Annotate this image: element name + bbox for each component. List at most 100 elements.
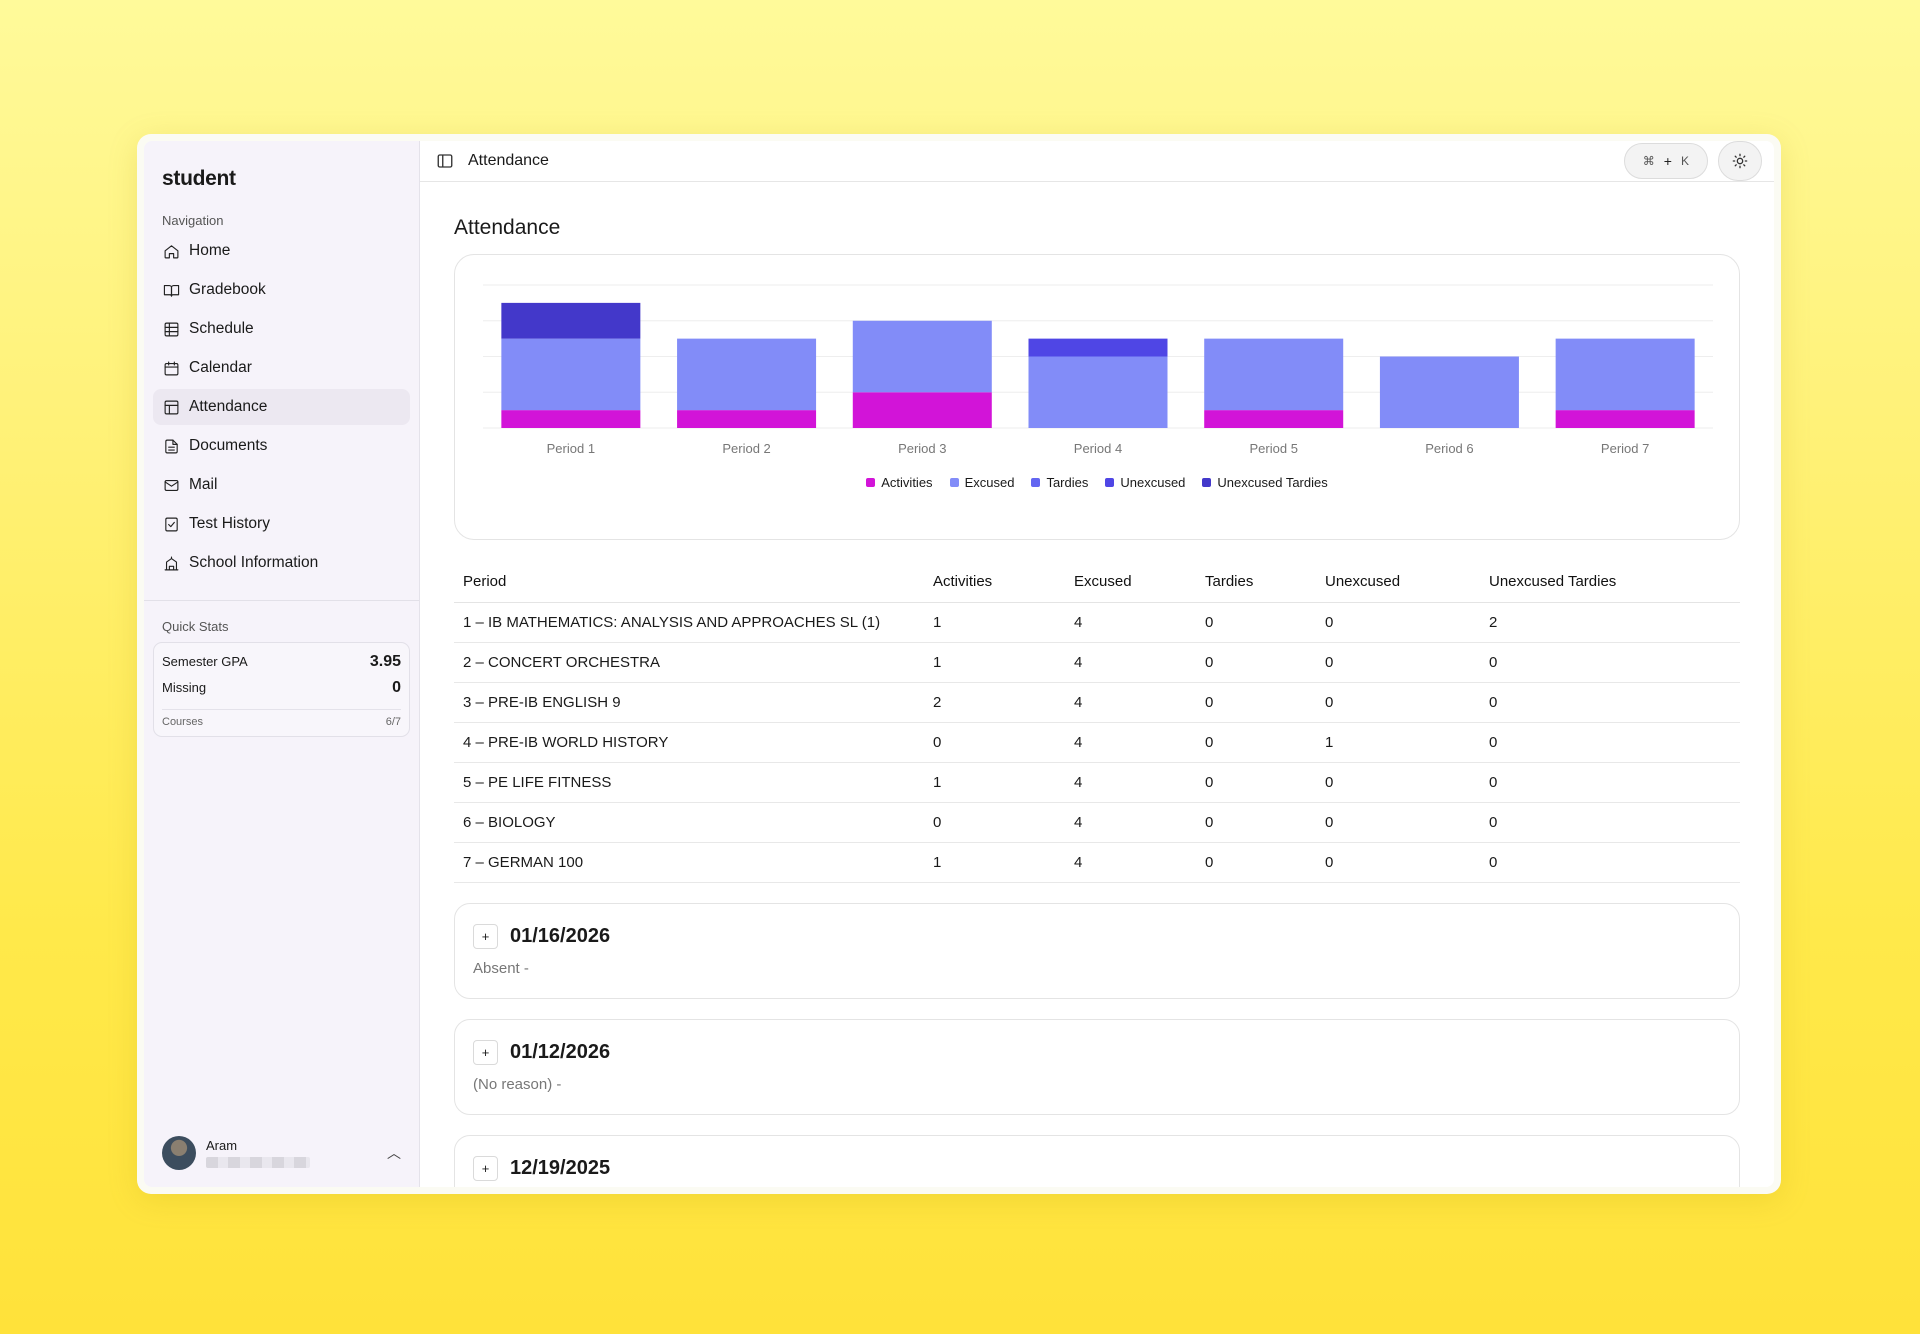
quick-stats-heading: Quick Stats	[162, 619, 229, 634]
count-cell: 4	[1065, 682, 1196, 723]
theme-toggle-button[interactable]	[1718, 141, 1762, 181]
sidebar-item-calendar[interactable]: Calendar	[153, 350, 410, 386]
attendance-entry: + 01/16/2026 Absent -	[454, 902, 1740, 999]
missing-value: 0	[392, 679, 401, 696]
bar-segment-excused[interactable]	[1204, 338, 1344, 411]
bar-segment-activities[interactable]	[501, 410, 641, 428]
sidebar-item-attendance[interactable]: Attendance	[153, 389, 410, 425]
table-row: 6 – BIOLOGY 0 4 0 0 0	[454, 802, 1740, 843]
entry-date: 01/12/2026	[510, 1040, 611, 1063]
entry-header: + 12/19/2025	[473, 1155, 1721, 1181]
sidebar-item-school-information[interactable]: School Information	[153, 545, 410, 581]
bar-segment-unexcused[interactable]	[1028, 338, 1168, 357]
sun-icon	[1732, 153, 1748, 169]
count-cell: 0	[1480, 762, 1740, 803]
legend-item-unexcused-tardies: Unexcused Tardies	[1202, 475, 1328, 490]
count-cell: 2	[1480, 602, 1740, 643]
entry-date: 12/19/2025	[510, 1156, 611, 1179]
bar-segment-excused[interactable]	[1379, 356, 1519, 429]
legend-label: Unexcused	[1120, 475, 1186, 490]
count-cell: 0	[1196, 602, 1316, 643]
expand-button[interactable]: +	[473, 1039, 498, 1065]
sidebar-item-mail[interactable]: Mail	[153, 467, 410, 503]
legend-label: Tardies	[1046, 475, 1089, 490]
legend-item-tardies: Tardies	[1031, 475, 1088, 490]
legend-swatch-activities	[866, 478, 876, 487]
legend-label: Excused	[964, 475, 1015, 490]
attendance-chart: Period 1 Period 2 Period 3 Period 4 Period 5…	[483, 284, 1713, 456]
kbd-plus: +	[1663, 153, 1672, 169]
bar-segment-excused[interactable]	[501, 338, 641, 411]
user-menu[interactable]: Aram ︿	[144, 1133, 419, 1173]
quick-stats-card: Semester GPA 3.95 Missing 0 Courses 6/7	[153, 642, 410, 737]
count-cell: 0	[1480, 842, 1740, 883]
table-row: 2 – CONCERT ORCHESTRA 1 4 0 0 0	[454, 642, 1740, 683]
bar-segment-excused[interactable]	[677, 338, 817, 411]
app-window: student Navigation Home Gradebook Schedu…	[137, 134, 1781, 1194]
period-cell: 5 – PE LIFE FITNESS	[454, 762, 924, 803]
bar-segment-excused[interactable]	[1028, 356, 1168, 429]
count-cell: 0	[1316, 682, 1480, 723]
gpa-label: Semester GPA	[162, 654, 248, 669]
expand-button[interactable]: +	[473, 1155, 498, 1181]
courses-row: Courses 6/7	[162, 716, 401, 728]
column-header: Excused	[1065, 562, 1196, 603]
legend-label: Activities	[881, 475, 933, 490]
bar-segment-unexcused-tardies[interactable]	[501, 302, 641, 339]
missing-row: Missing 0	[162, 679, 401, 705]
command-palette-button[interactable]: ⌘ + K	[1623, 143, 1708, 179]
avatar	[162, 1136, 196, 1170]
topbar: Attendance ⌘ + K	[420, 141, 1774, 182]
legend-item-unexcused: Unexcused	[1105, 475, 1185, 490]
entry-date: 01/16/2026	[510, 924, 611, 947]
count-cell: 0	[1316, 842, 1480, 883]
sidebar-item-gradebook[interactable]: Gradebook	[153, 272, 410, 308]
count-cell: 0	[1480, 642, 1740, 683]
period-cell: 3 – PRE-IB ENGLISH 9	[454, 682, 924, 723]
gpa-row: Semester GPA 3.95	[162, 653, 401, 679]
bar-segment-excused[interactable]	[852, 320, 992, 393]
main-area: Attendance ⌘ + K Attendance Period 1 Peri…	[420, 141, 1774, 1187]
table-header-row: Period Activities Excused Tardies Unexcu…	[454, 562, 1740, 603]
quick-stats-divider	[162, 709, 401, 710]
bar-segment-activities[interactable]	[852, 392, 992, 428]
sidebar-item-home[interactable]: Home	[153, 233, 410, 269]
count-cell: 4	[1065, 722, 1196, 763]
column-header: Activities	[924, 562, 1065, 603]
count-cell: 4	[1065, 642, 1196, 683]
bar-segment-activities[interactable]	[1555, 410, 1695, 428]
count-cell: 0	[1316, 642, 1480, 683]
sidebar-item-label: Attendance	[189, 398, 268, 415]
mail-icon	[164, 479, 179, 491]
sidebar-item-label: Gradebook	[189, 281, 266, 298]
count-cell: 0	[924, 802, 1065, 843]
count-cell: 0	[1316, 802, 1480, 843]
page-title: Attendance	[454, 216, 561, 239]
sidebar-item-test-history[interactable]: Test History	[153, 506, 410, 542]
sidebar-item-schedule[interactable]: Schedule	[153, 311, 410, 347]
sidebar-nav: Home Gradebook Schedule Calendar Attenda…	[144, 233, 419, 584]
bar-segment-excused[interactable]	[1555, 338, 1695, 411]
column-header: Unexcused Tardies	[1480, 562, 1740, 603]
bar-segment-activities[interactable]	[677, 410, 817, 428]
count-cell: 0	[1196, 682, 1316, 723]
sidebar-item-documents[interactable]: Documents	[153, 428, 410, 464]
legend-item-excused: Excused	[949, 475, 1015, 490]
bar-segment-activities[interactable]	[1204, 410, 1344, 428]
period-cell: 1 – IB MATHEMATICS: ANALYSIS AND APPROAC…	[454, 602, 924, 643]
column-header: Unexcused	[1316, 562, 1480, 603]
count-cell: 0	[1480, 802, 1740, 843]
expand-button[interactable]: +	[473, 923, 498, 949]
content: Attendance Period 1 Period 2 Period 3 Perio…	[420, 182, 1774, 1187]
period-cell: 6 – BIOLOGY	[454, 802, 924, 843]
home-icon	[164, 244, 179, 258]
sidebar-toggle-icon[interactable]	[436, 152, 454, 170]
user-email-redacted	[206, 1157, 310, 1168]
legend-swatch-unexcused	[1105, 478, 1115, 487]
count-cell: 1	[924, 762, 1065, 803]
period-cell: 7 – GERMAN 100	[454, 842, 924, 883]
sidebar-item-label: Calendar	[189, 359, 252, 376]
attendance-table: Period Activities Excused Tardies Unexcu…	[454, 562, 1740, 883]
legend-swatch-unexcused-tardies	[1202, 478, 1212, 487]
sidebar-item-label: Home	[189, 242, 231, 259]
